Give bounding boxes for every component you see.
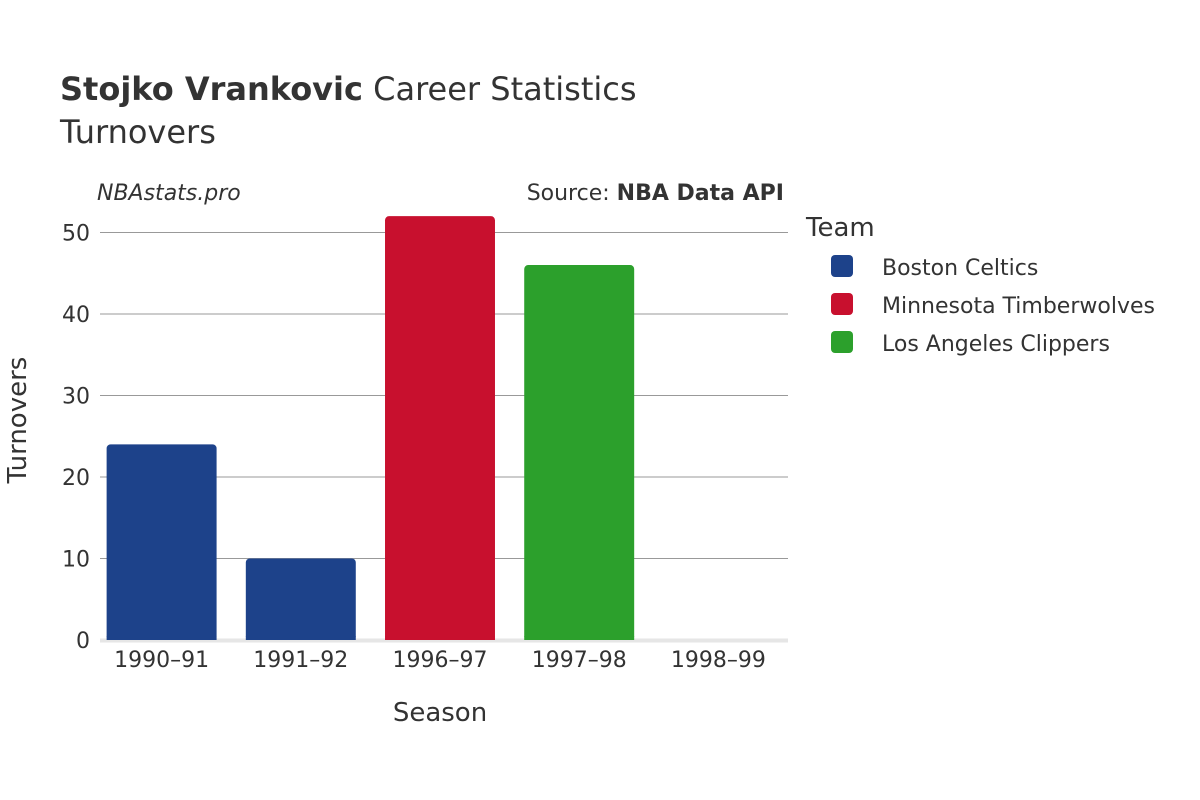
bar-1996–97	[385, 216, 495, 640]
legend-swatch	[831, 293, 853, 315]
bar-base-1991–92	[245, 636, 356, 640]
bar-1990–91	[106, 444, 217, 640]
source-label: Source: NBA Data API	[527, 181, 784, 206]
legend: Boston Celtics Minnesota Timberwolves Los …	[831, 255, 1155, 357]
bars-group	[106, 216, 635, 640]
x-tick-label: 1990–91	[114, 648, 209, 673]
chart-subtitle: Turnovers	[59, 113, 216, 151]
source-prefix: Source:	[527, 181, 617, 206]
y-axis-label: Turnovers	[3, 357, 33, 485]
x-tick-label: 1998–99	[671, 648, 766, 673]
legend-item-label: Boston Celtics	[882, 256, 1038, 281]
bar-1997–98	[524, 265, 635, 640]
chart-title-bold: Stojko Vrankovic	[60, 70, 363, 108]
x-tick-label: 1997–98	[532, 648, 627, 673]
bar-base-1997–98	[524, 636, 635, 640]
bar-base-1996–97	[385, 636, 495, 640]
source-name: NBA Data API	[617, 181, 784, 206]
legend-item-label: Los Angeles Clippers	[882, 332, 1110, 357]
x-tick-label: 1991–92	[253, 648, 348, 673]
legend-swatch	[831, 255, 853, 277]
y-tick-label: 20	[62, 466, 90, 491]
x-tick-labels: 1990–91 1991–92 1996–97 1997–98 1998–99	[114, 648, 766, 673]
legend-title: Team	[805, 213, 875, 243]
y-tick-label: 0	[76, 629, 90, 654]
x-axis-label: Season	[393, 698, 487, 728]
y-tick-label: 30	[62, 384, 90, 409]
y-tick-label: 50	[62, 221, 90, 246]
y-tick-labels: 0 10 20 30 40 50	[62, 221, 90, 654]
chart-title: Stojko Vrankovic Career Statistics	[60, 70, 637, 108]
legend-swatch	[831, 331, 853, 353]
chart-title-rest-text: Career Statistics	[373, 70, 636, 108]
legend-item-label: Minnesota Timberwolves	[882, 294, 1155, 319]
y-tick-label: 40	[62, 303, 90, 328]
watermark: NBAstats.pro	[97, 181, 241, 206]
y-tick-label: 10	[62, 547, 90, 572]
bar-1991–92	[245, 558, 356, 640]
bar-base-1990–91	[106, 636, 217, 640]
x-tick-label: 1996–97	[393, 648, 488, 673]
